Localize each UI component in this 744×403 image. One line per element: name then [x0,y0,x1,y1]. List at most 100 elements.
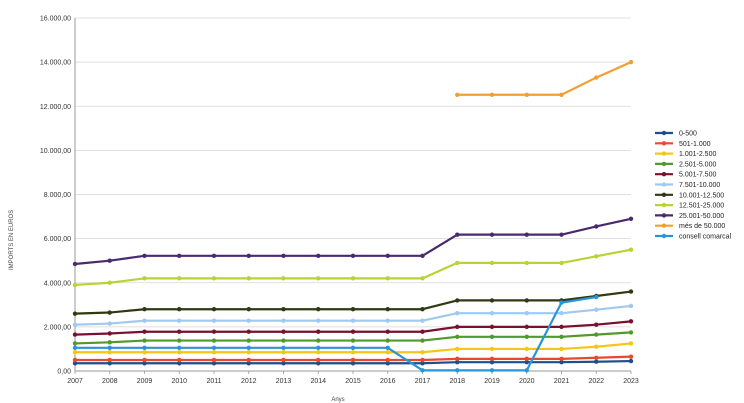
legend-label: 12.501-25.000 [679,203,724,210]
data-point [594,359,599,364]
data-point [246,350,251,355]
data-point [177,357,182,363]
data-point [281,338,286,343]
data-point [524,298,529,303]
data-point [177,350,182,355]
data-point [489,359,495,365]
gridlines [75,17,631,372]
data-point [455,368,460,373]
data-point [559,260,564,266]
data-point [281,329,286,334]
legend-swatch-marker [661,182,667,187]
data-point [385,350,390,355]
data-point [628,216,634,221]
data-point [316,361,321,366]
x-tick-label: 2021 [554,378,570,385]
data-point [628,247,634,252]
data-point [350,307,356,312]
data-point [628,358,634,364]
x-tick-label: 2011 [206,378,221,385]
data-point [107,345,112,351]
data-point [524,92,529,97]
data-point [177,361,182,366]
data-point [107,331,112,336]
data-point [524,232,529,237]
y-tick-label: 10.000,00 [40,148,71,155]
data-point [489,298,495,303]
y-axis-title: IMPORTS EN EUROS [9,210,15,270]
data-point [489,334,495,340]
data-point [211,338,217,343]
data-point [72,341,78,346]
legend: 0-500 501-1.000 1.001-2.500 2.501-5.000 5.00… [655,131,732,241]
x-tick-label: 2015 [345,378,361,385]
legend-item: 7.501-10.000 [655,182,720,189]
data-point [107,310,112,315]
x-tick-label: 2016 [380,378,396,385]
data-point [420,318,425,323]
data-point [420,350,425,355]
data-point [72,345,78,351]
legend-swatch-marker [661,233,667,239]
legend-item: 25.001-50.000 [655,213,724,220]
data-point [385,318,390,323]
series-10 [455,59,634,97]
legend-label: 0-500 [679,131,697,138]
data-point [628,289,634,294]
series-5 [72,319,634,337]
data-point [211,318,217,323]
data-point [142,318,147,323]
data-point [489,368,495,373]
data-point [559,92,564,97]
data-point [489,356,495,362]
legend-label: 1.001-2.500 [679,151,716,158]
data-point [559,300,564,305]
legend-item: consell comarcal [655,234,732,241]
data-point [420,307,425,312]
data-point [455,260,460,266]
data-point [316,318,321,323]
legend-label: 501-1.000 [679,141,711,148]
data-point [420,357,425,363]
data-point [281,361,286,366]
legend-swatch-marker [661,223,667,228]
data-point [281,318,286,323]
data-point [455,92,460,97]
data-point [385,253,390,259]
data-point [246,329,251,334]
data-point [246,307,251,312]
y-tick-label: 0,00 [57,369,71,376]
legend-label: 7.501-10.000 [679,182,720,189]
data-point [350,345,356,351]
data-point [72,261,78,267]
y-tick-label: 14.000,00 [40,60,71,67]
data-point [628,341,634,346]
legend-label: 25.001-50.000 [679,213,724,220]
data-point [559,324,564,330]
legend-label: 5.001-7.500 [679,172,716,179]
series-9 [72,216,634,267]
series-1 [72,358,634,366]
data-point [72,332,78,337]
data-point [246,361,251,366]
data-point [142,345,147,351]
data-point [316,307,321,312]
data-point [455,334,460,340]
x-tick-label: 2018 [449,378,465,385]
data-point [559,359,564,365]
data-point [350,361,356,366]
data-point [559,346,564,352]
data-point [107,357,112,363]
data-point [142,329,147,334]
data-point [72,357,78,363]
data-point [455,298,460,303]
data-point [559,232,564,237]
data-point [142,361,147,366]
data-point [177,253,182,259]
data-point [420,368,425,373]
data-point [246,357,251,363]
data-point [316,345,321,351]
data-point [628,319,634,324]
data-point [281,350,286,355]
data-point [594,322,599,327]
